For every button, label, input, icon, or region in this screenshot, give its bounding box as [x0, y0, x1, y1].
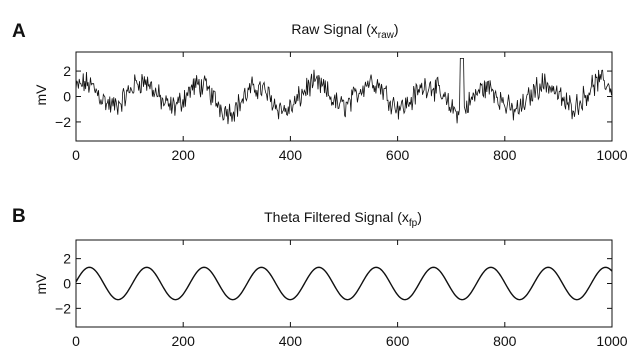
panel-a-xtick-label: 200	[172, 147, 196, 163]
panel-a-xtick-label: 1000	[596, 147, 627, 163]
panel-b-xtick-label: 800	[493, 333, 517, 349]
panel-a-xtick-label: 0	[72, 147, 80, 163]
panel-b-xtick-label: 600	[386, 333, 410, 349]
panel-a-axes: 0 200 400 600 800 1000 2 0 −2	[55, 51, 628, 163]
panel-b-plot-frame	[75, 239, 613, 328]
panel-b-ytick-label: −2	[55, 300, 71, 316]
panel-b-ytick-label: 2	[63, 251, 71, 267]
panel-b-ylabel: mV	[33, 273, 49, 295]
panel-b-title: Theta Filtered Signal (xfp)	[264, 209, 422, 229]
panel-a-title: Raw Signal (xraw)	[291, 21, 398, 41]
panel-b-xtick-label: 200	[172, 333, 196, 349]
panel-a-signal-trace	[75, 57, 612, 125]
panel-b-xtick-label: 1000	[596, 333, 627, 349]
panel-b-letter: B	[12, 206, 26, 227]
panel-a-xtick-label: 800	[493, 147, 517, 163]
panel-a-plot-frame	[75, 51, 613, 142]
panel-a-ytick-label: −2	[55, 114, 71, 130]
panel-b-xtick-label: 0	[72, 333, 80, 349]
panel-a: A Raw Signal (xraw) mV 0 200 400 600 800 1000…	[12, 21, 628, 163]
panel-b-signal-trace	[75, 266, 613, 301]
panel-a-letter: A	[12, 21, 26, 42]
panel-a-ylabel: mV	[33, 84, 49, 106]
panel-b: B Theta Filtered Signal (xfp) mV 0 200 400…	[12, 206, 628, 349]
panel-a-ytick-label: 0	[63, 89, 71, 105]
panel-a-xtick-label: 600	[386, 147, 410, 163]
panel-b-ytick-label: 0	[63, 276, 71, 292]
panel-b-axes: 0 200 400 600 800 1000 2 0 −2	[55, 239, 628, 349]
panel-a-ytick-label: 2	[63, 63, 71, 79]
panel-a-xtick-label: 400	[279, 147, 303, 163]
panel-b-xtick-label: 400	[279, 333, 303, 349]
